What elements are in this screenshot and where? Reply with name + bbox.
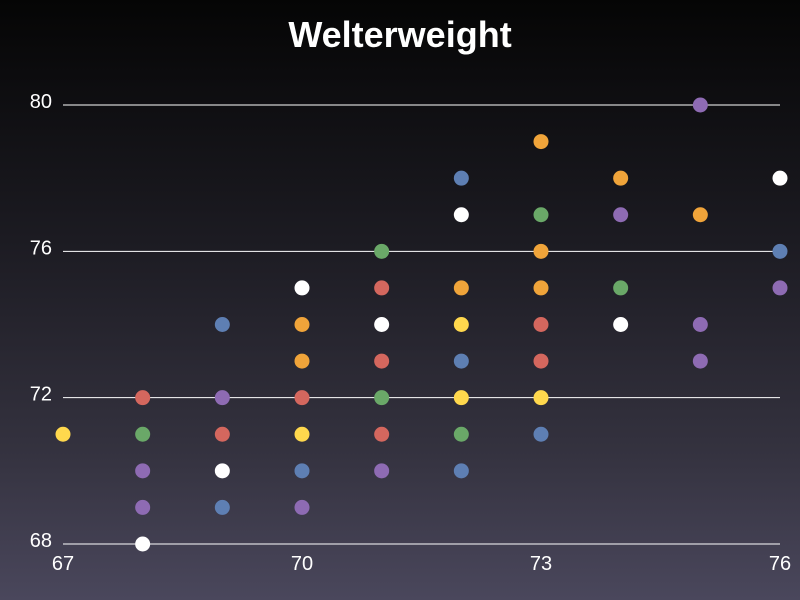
x-tick-label-76: 76 (769, 553, 791, 575)
data-point-48 (692, 353, 708, 369)
y-tick-labels: 68 72 76 80 (30, 91, 52, 552)
data-point-5 (135, 536, 151, 552)
data-point-16 (294, 463, 310, 479)
data-point-50 (772, 243, 788, 259)
data-point-38 (533, 353, 549, 369)
data-point-22 (374, 390, 390, 406)
data-point-8 (214, 426, 230, 442)
data-point-29 (453, 353, 469, 369)
data-point-42 (613, 207, 629, 223)
data-point-41 (613, 170, 629, 186)
y-tick-label-80: 80 (30, 91, 52, 113)
data-point-33 (533, 134, 549, 150)
y-tick-label-68: 68 (30, 530, 52, 552)
data-point-6 (214, 317, 230, 332)
data-point-40 (533, 426, 549, 442)
data-point-11 (294, 280, 310, 296)
data-point-31 (453, 426, 469, 442)
data-point-28 (453, 317, 469, 332)
x-tick-label-67: 67 (52, 553, 74, 575)
data-point-14 (294, 390, 310, 406)
x-tick-label-70: 70 (291, 553, 313, 575)
x-tick-labels: 67 70 73 76 (52, 553, 791, 575)
x-tick-label-73: 73 (530, 553, 552, 575)
data-point-4 (135, 499, 151, 515)
data-point-19 (374, 280, 390, 296)
data-points (55, 97, 788, 552)
data-point-2 (135, 426, 151, 442)
data-point-1 (135, 390, 151, 406)
data-point-37 (533, 317, 549, 332)
data-point-27 (453, 280, 469, 296)
data-point-13 (294, 353, 310, 369)
data-point-39 (533, 390, 549, 406)
data-point-36 (533, 280, 549, 296)
data-point-20 (374, 317, 390, 332)
data-point-12 (294, 317, 310, 332)
data-point-7 (214, 390, 230, 406)
data-point-43 (613, 280, 629, 296)
data-point-44 (613, 317, 629, 332)
data-point-21 (374, 353, 390, 369)
data-point-45 (692, 97, 708, 113)
data-point-15 (294, 426, 310, 442)
data-point-32 (453, 463, 469, 479)
data-point-3 (135, 463, 151, 479)
data-point-47 (692, 317, 708, 332)
data-point-34 (533, 207, 549, 223)
data-point-17 (294, 499, 310, 515)
chart-title: Welterweight (288, 14, 511, 55)
data-point-9 (214, 463, 230, 479)
data-point-25 (453, 170, 469, 186)
data-point-23 (374, 426, 390, 442)
data-point-26 (453, 207, 469, 223)
data-point-10 (214, 499, 230, 515)
data-point-24 (374, 463, 390, 479)
grid-lines (63, 104, 780, 545)
data-point-0 (55, 426, 71, 442)
y-tick-label-76: 76 (30, 237, 52, 259)
data-point-51 (772, 280, 788, 296)
data-point-18 (374, 243, 390, 259)
y-tick-label-72: 72 (30, 384, 52, 406)
data-point-30 (453, 390, 469, 406)
data-point-49 (772, 170, 788, 186)
data-point-35 (533, 243, 549, 259)
data-point-46 (692, 207, 708, 223)
